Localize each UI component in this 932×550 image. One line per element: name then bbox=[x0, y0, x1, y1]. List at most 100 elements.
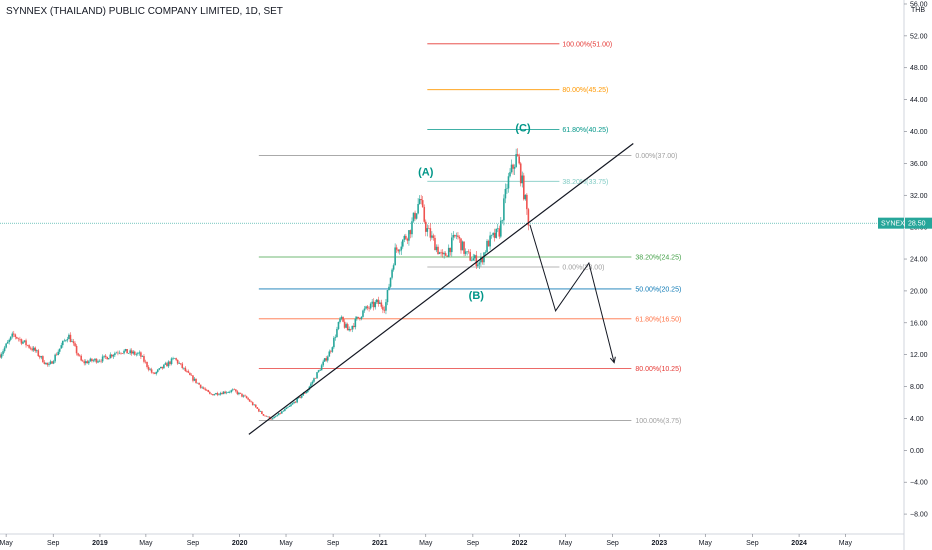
candle-body bbox=[117, 352, 119, 354]
candle-body bbox=[12, 333, 15, 335]
candle-body bbox=[356, 316, 358, 319]
candle-body bbox=[42, 356, 44, 363]
y-tick-label: 12.00 bbox=[910, 352, 928, 359]
candle-body bbox=[109, 354, 112, 359]
candle-body bbox=[189, 372, 191, 376]
y-tick-label: 8.00 bbox=[910, 384, 924, 391]
candle-body bbox=[34, 347, 37, 352]
candle-body bbox=[61, 340, 64, 346]
candle-body bbox=[443, 253, 445, 255]
candle-body bbox=[473, 255, 476, 259]
candle-body bbox=[57, 351, 59, 356]
candle-body bbox=[288, 405, 291, 407]
candle-body bbox=[273, 416, 275, 419]
y-tick-label: 48.00 bbox=[910, 65, 928, 72]
candle-body bbox=[51, 361, 53, 364]
candle-body bbox=[386, 290, 389, 303]
candle-body bbox=[245, 396, 248, 399]
candle-body bbox=[175, 358, 177, 360]
candle-body bbox=[212, 394, 214, 396]
candle-body bbox=[31, 348, 33, 351]
candle-body bbox=[515, 154, 517, 168]
candle-body bbox=[103, 355, 105, 357]
candle-body bbox=[54, 354, 56, 362]
candle-body bbox=[496, 228, 499, 229]
y-tick-label: 24.00 bbox=[910, 257, 928, 264]
candle-body bbox=[314, 378, 317, 379]
x-tick-label: Sep bbox=[467, 540, 480, 547]
candle-body bbox=[274, 416, 277, 417]
candle-body bbox=[5, 343, 7, 348]
fib-label: 80.00%(10.25) bbox=[635, 366, 681, 373]
candle-body bbox=[140, 352, 142, 357]
candle-body bbox=[323, 358, 326, 362]
candle-body bbox=[357, 316, 360, 318]
candle-body bbox=[132, 351, 135, 354]
candle-body bbox=[49, 361, 52, 365]
candle-body bbox=[74, 343, 76, 346]
candle-body bbox=[519, 163, 522, 184]
candle-body bbox=[95, 358, 98, 363]
x-tick-label: Sep bbox=[327, 540, 340, 547]
candle-body bbox=[388, 286, 390, 291]
fib-ext-label: 80.00%(45.25) bbox=[562, 87, 608, 94]
candle-body bbox=[449, 247, 452, 253]
y-tick-label: 20.00 bbox=[910, 288, 928, 295]
candle-body bbox=[492, 232, 494, 236]
candle-body bbox=[375, 299, 378, 303]
candle-body bbox=[325, 358, 328, 361]
candle-body bbox=[259, 411, 262, 412]
candle-body bbox=[250, 401, 252, 403]
candle-body bbox=[114, 353, 116, 356]
candle-body bbox=[409, 230, 412, 235]
drawings: (A) (B) (C) bbox=[248, 123, 634, 435]
price-badge: SYNEX 28.50 bbox=[878, 217, 932, 229]
candle-body bbox=[225, 392, 228, 394]
chart-title: SYNNEX (THAILAND) PUBLIC COMPANY LIMITED… bbox=[6, 6, 283, 17]
candle-body bbox=[8, 339, 10, 342]
candle-body bbox=[377, 299, 380, 304]
candle-body bbox=[19, 338, 21, 340]
candle-body bbox=[469, 252, 471, 261]
candle-body bbox=[472, 258, 475, 261]
candle-body bbox=[509, 172, 511, 177]
candle-body bbox=[296, 398, 298, 403]
fib-ext-label: 0.00%(23.00) bbox=[562, 265, 604, 272]
candle-body bbox=[256, 407, 259, 409]
wave-label: (C) bbox=[515, 123, 531, 135]
trendline bbox=[248, 142, 634, 435]
candle-body bbox=[447, 247, 450, 257]
candle-body bbox=[130, 350, 133, 354]
candle-body bbox=[477, 264, 479, 267]
candle-body bbox=[326, 356, 329, 361]
candle-body bbox=[138, 352, 141, 354]
wave-label: (B) bbox=[469, 290, 485, 302]
candle-body bbox=[227, 392, 230, 393]
candle-body bbox=[294, 401, 297, 403]
candle-body bbox=[137, 353, 139, 355]
y-tick-label: −8.00 bbox=[910, 512, 928, 519]
y-tick-label: −4.00 bbox=[910, 480, 928, 487]
candle-body bbox=[143, 356, 145, 362]
candle-body bbox=[331, 347, 334, 352]
candle-body bbox=[457, 235, 459, 237]
candle-body bbox=[199, 384, 202, 388]
candle-body bbox=[397, 249, 400, 252]
candle-body bbox=[216, 392, 219, 395]
candle-body bbox=[196, 382, 199, 384]
candle-body bbox=[343, 321, 346, 328]
candle-body bbox=[490, 235, 493, 236]
candle-body bbox=[40, 356, 43, 358]
candle-body bbox=[281, 411, 283, 414]
candle-body bbox=[486, 240, 488, 253]
candle-body bbox=[173, 358, 176, 359]
candle-body bbox=[374, 302, 377, 308]
candle-body bbox=[401, 239, 404, 247]
candle-body bbox=[224, 391, 226, 394]
x-tick-label: May bbox=[419, 540, 433, 547]
candle-body bbox=[507, 176, 510, 189]
candle-body bbox=[500, 220, 502, 237]
candle-body bbox=[424, 221, 427, 232]
candle-body bbox=[285, 407, 288, 410]
